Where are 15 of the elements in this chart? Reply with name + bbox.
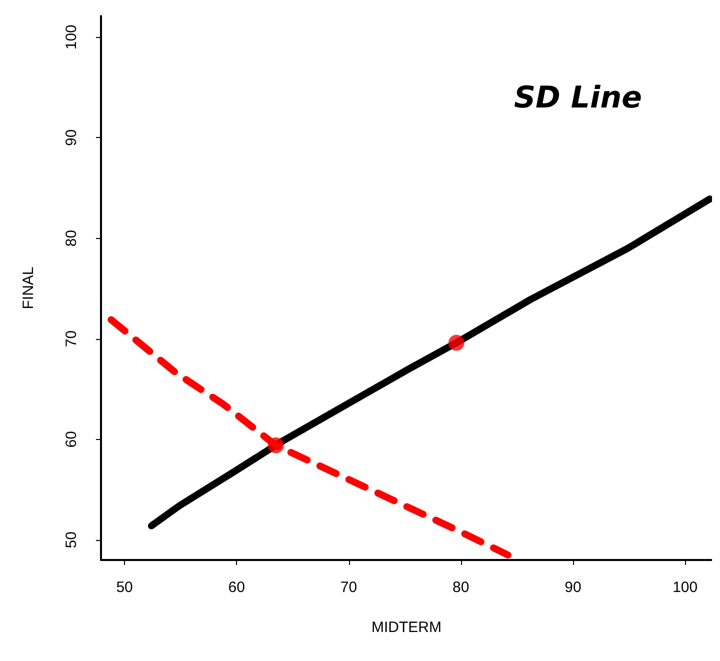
annotation: SD Line [514,80,642,116]
y-tick-label: 50 [63,532,80,548]
y-tick-label: 70 [63,330,80,348]
x-tick-label: 80 [452,579,470,596]
y-axis-title: FINAL [20,266,37,310]
x-tick-label: 60 [228,579,245,596]
x-axis-title: MIDTERM [372,619,442,636]
y-tick-label: 90 [63,129,80,146]
x-tick-label: 90 [564,579,582,596]
y-tick-label: 80 [63,230,80,247]
x-tick-label: 70 [340,579,358,596]
y-tick-label: 100 [63,24,80,50]
x-tick-label: 50 [116,579,133,596]
y-tick-label: 60 [63,430,80,448]
x-tick-label: 100 [672,579,698,596]
